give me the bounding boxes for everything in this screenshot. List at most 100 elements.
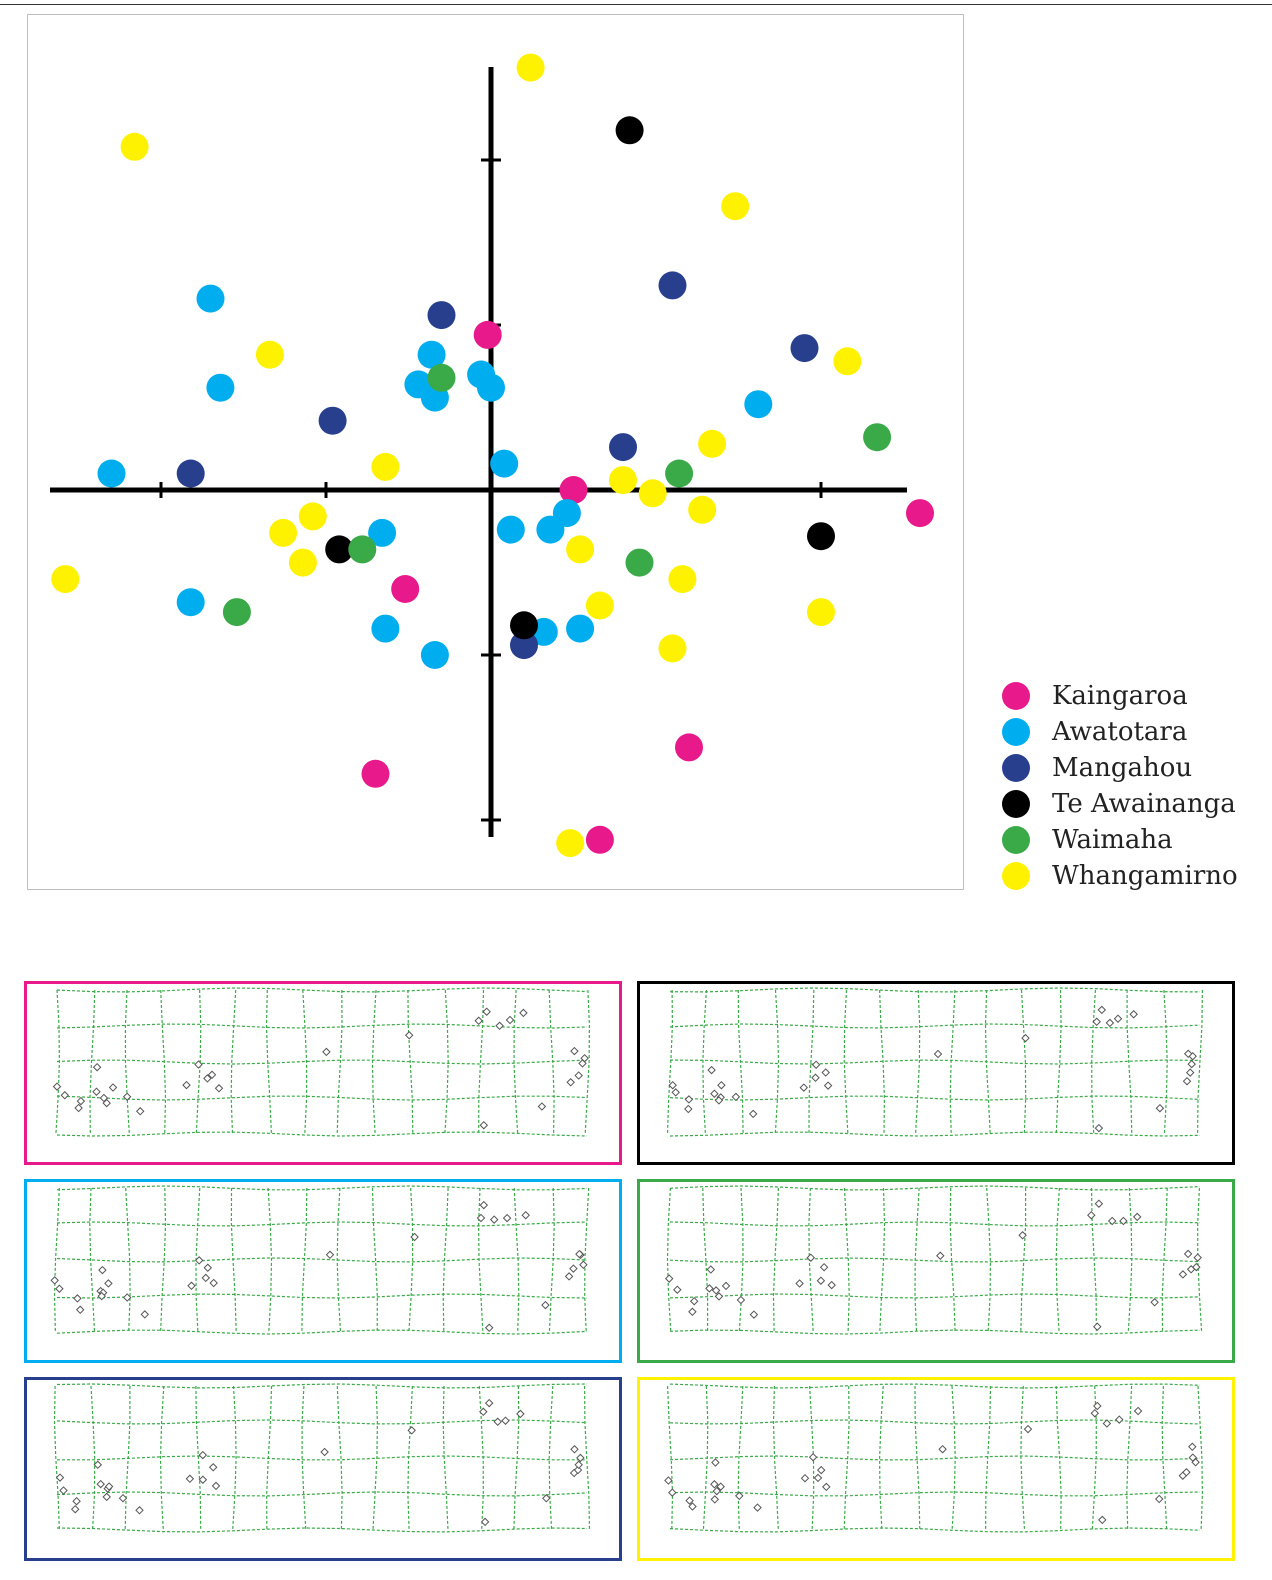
landmark-marker	[816, 1276, 826, 1285]
point-whangamirno	[833, 347, 862, 376]
grid-line-horizontal	[56, 1095, 588, 1101]
landmark-marker	[476, 1213, 486, 1223]
landmark-marker	[1115, 1415, 1124, 1424]
landmark-marker	[721, 1281, 731, 1291]
landmark-marker	[519, 1008, 528, 1018]
landmark-marker	[799, 1083, 809, 1092]
grid-line-horizontal	[56, 1221, 588, 1227]
landmark-marker	[140, 1310, 150, 1319]
landmark-marker	[211, 1481, 221, 1491]
grid-line-horizontal	[669, 1131, 1201, 1137]
point-awatotara	[371, 614, 400, 643]
landmark-marker	[684, 1095, 694, 1104]
grid-line-vertical	[301, 1187, 308, 1333]
grid-line-horizontal	[669, 1455, 1201, 1461]
landmark-marker	[668, 1080, 677, 1090]
landmark-marker	[749, 1310, 759, 1319]
landmark-marker	[710, 1495, 720, 1504]
grid-line-vertical	[738, 1187, 744, 1333]
grid-line-vertical	[1126, 990, 1133, 1135]
grid-line-vertical	[232, 1385, 237, 1531]
grid-line-horizontal	[56, 1131, 588, 1137]
grid-line-horizontal	[56, 1527, 588, 1533]
landmark-marker	[203, 1074, 212, 1083]
grid-line-vertical	[477, 1187, 484, 1333]
grid-line-vertical	[949, 989, 956, 1135]
landmark-marker	[325, 1250, 335, 1260]
landmark-marker	[673, 1285, 682, 1294]
grid-line-horizontal	[56, 1293, 588, 1299]
grid-line-vertical	[915, 989, 921, 1135]
grid-line-vertical	[53, 1187, 60, 1333]
grid-line-vertical	[1163, 989, 1168, 1135]
point-whangamirno	[638, 479, 667, 508]
landmark-marker	[320, 1447, 329, 1457]
top-rule	[0, 4, 1272, 5]
grid-line-vertical	[584, 989, 591, 1135]
point-whangamirno	[255, 340, 284, 369]
landmark-marker	[541, 1300, 550, 1310]
landmark-marker	[936, 1251, 945, 1261]
grid-panel-kaingaroa	[24, 981, 622, 1165]
grid-line-vertical	[808, 989, 815, 1135]
point-awatotara	[206, 373, 235, 402]
landmark-marker	[1191, 1458, 1200, 1467]
landmark-marker	[98, 1265, 107, 1275]
landmark-marker	[1094, 1123, 1104, 1133]
point-awatotara	[496, 515, 525, 544]
point-te-awainanga	[325, 535, 354, 564]
landmark-marker	[664, 1476, 673, 1485]
point-te-awainanga	[807, 522, 835, 551]
grid-line-vertical	[267, 1187, 273, 1333]
landmark-marker	[1093, 1322, 1102, 1331]
grid-line-horizontal	[669, 1257, 1201, 1263]
landmark-marker	[566, 1078, 575, 1087]
grid-line-vertical	[336, 1385, 343, 1531]
grid-line-vertical	[89, 1187, 96, 1333]
point-kaingaroa	[906, 499, 934, 528]
landmark-marker	[495, 1021, 504, 1031]
grid-line-horizontal	[669, 1095, 1201, 1101]
grid-line-vertical	[371, 989, 377, 1135]
landmark-marker	[118, 1493, 128, 1503]
landmark-marker	[579, 1260, 588, 1270]
legend-marker	[1002, 682, 1030, 710]
landmark-marker	[521, 1210, 530, 1220]
point-whangamirno	[288, 548, 317, 577]
landmark-marker	[707, 1065, 716, 1075]
point-awatotara	[368, 518, 397, 547]
landmark-marker	[1093, 1401, 1102, 1411]
grid-line-horizontal	[669, 1329, 1201, 1335]
point-awatotara	[477, 373, 505, 402]
landmark-marker	[748, 1109, 758, 1119]
grid-line-vertical	[53, 1385, 60, 1531]
grid-line-horizontal	[56, 1059, 588, 1065]
grid-line-horizontal	[669, 1293, 1201, 1299]
grid-line-horizontal	[669, 1221, 1201, 1227]
grid-line-vertical	[442, 1187, 449, 1333]
legend-marker	[1002, 790, 1030, 818]
legend-marker	[1002, 826, 1030, 854]
point-mangahou	[510, 631, 538, 660]
landmark-marker	[574, 1071, 583, 1080]
grid-line-horizontal	[56, 987, 588, 993]
grid-line-vertical	[843, 989, 849, 1135]
grid-line-vertical	[1091, 989, 1096, 1135]
landmark-marker	[574, 1460, 583, 1470]
point-waimaha	[348, 535, 377, 564]
grid-line-vertical	[702, 989, 707, 1135]
landmark-marker	[684, 1104, 693, 1114]
grid-line-vertical	[1055, 1385, 1062, 1531]
point-whangamirno	[609, 466, 637, 495]
landmark-marker	[1154, 1494, 1164, 1504]
landmark-marker	[410, 1232, 419, 1242]
landmark-marker	[827, 1280, 836, 1290]
landmark-marker	[502, 1213, 512, 1223]
landmark-marker	[570, 1046, 579, 1056]
grid-line-vertical	[1020, 1188, 1027, 1333]
grid-line-horizontal	[669, 987, 1201, 993]
landmark-marker	[664, 1274, 674, 1283]
landmark-marker	[59, 1486, 68, 1495]
landmark-marker	[99, 1093, 109, 1103]
landmark-marker	[76, 1096, 86, 1106]
